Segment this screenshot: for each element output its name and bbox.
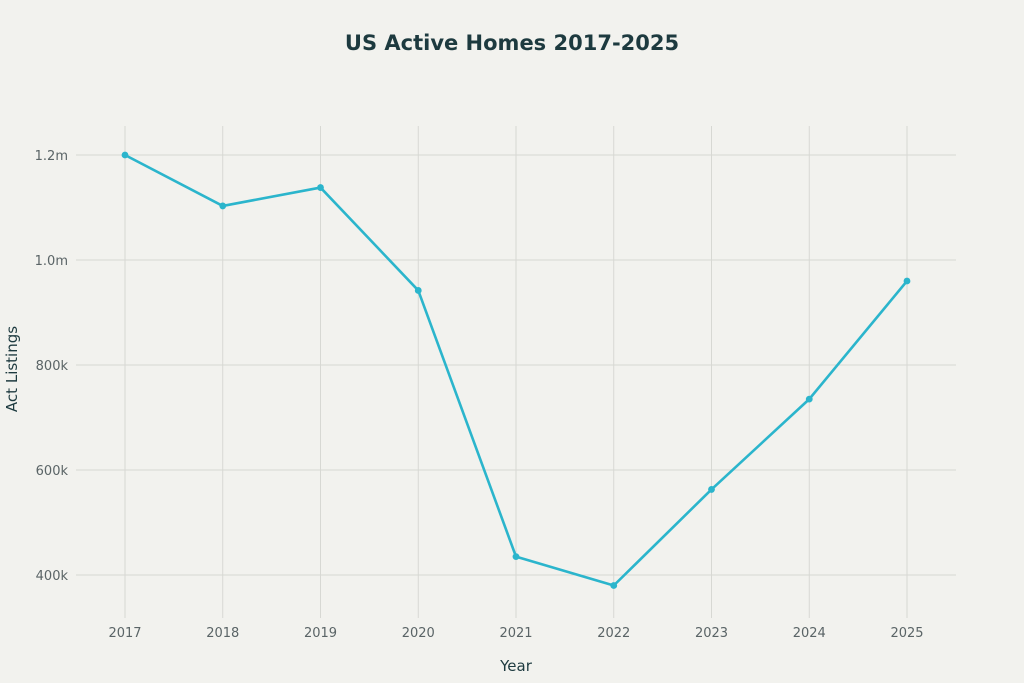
y-tick-label: 1.2m [35,149,68,164]
data-point [805,395,813,403]
chart-title: US Active Homes 2017-2025 [345,31,679,55]
data-point [317,184,324,191]
x-tick-label: 2020 [402,626,435,641]
data-point [121,151,129,159]
y-tick-label: 600k [36,464,69,479]
series-group [121,151,911,589]
data-point [903,277,911,285]
y-axis-title: Act Listings [3,326,21,412]
x-axis-ticks: 2017 2018 2019 2020 2021 2022 2023 2024 2025 [108,626,923,641]
x-axis-title: Year [499,657,533,675]
data-point [610,582,618,589]
data-point [219,202,227,210]
y-tick-label: 800k [36,359,69,374]
x-tick-label: 2019 [304,626,337,641]
x-tick-label: 2017 [108,626,141,641]
x-tick-label: 2023 [695,626,728,641]
x-tick-label: 2022 [597,626,630,641]
data-point [708,486,715,493]
y-tick-label: 400k [36,569,69,584]
grid [76,126,956,618]
data-point [512,553,520,561]
y-axis-ticks: 400k 600k 800k 1.0m 1.2m [35,149,69,584]
x-tick-label: 2025 [890,626,923,641]
y-tick-label: 1.0m [35,254,68,269]
x-tick-label: 2018 [206,626,239,641]
x-tick-label: 2021 [499,626,532,641]
data-point [414,287,422,294]
x-tick-label: 2024 [793,626,826,641]
